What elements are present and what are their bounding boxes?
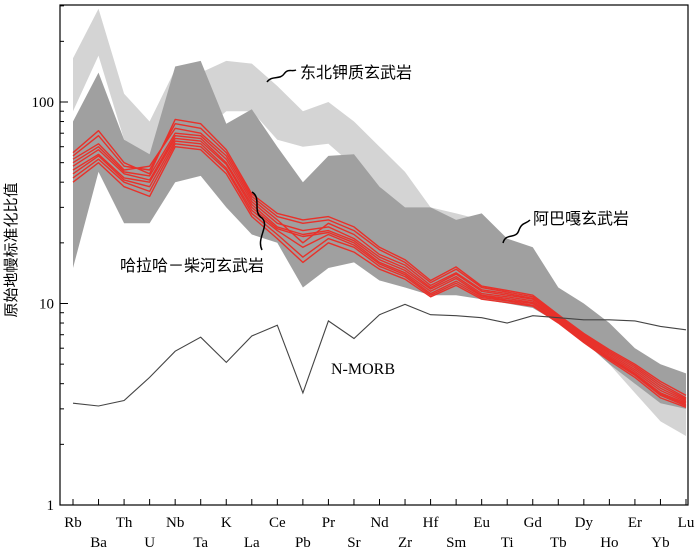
x-tick-label: Rb: [64, 515, 82, 531]
label-dongbei: 东北钾质玄武岩: [300, 63, 412, 82]
leader-halaha: [251, 191, 266, 251]
label-nmorb: N-MORB: [331, 361, 395, 378]
x-tick-label: Hf: [423, 515, 439, 531]
leader-abaga: [502, 219, 531, 244]
x-tick-label: Sr: [347, 535, 360, 550]
label-halaha: 哈拉哈－柴河玄武岩: [120, 256, 264, 275]
y-tick-label: 10: [39, 297, 54, 313]
x-tick-label: Lu: [678, 515, 695, 531]
leader-dongbei: [266, 69, 297, 83]
x-tick-label: U: [144, 535, 155, 550]
x-tick-label: La: [244, 535, 260, 550]
sample-line-8: [72, 135, 687, 403]
field-abaga: [73, 60, 686, 409]
x-tick-label: Yb: [651, 535, 669, 550]
x-tick-label: Eu: [473, 515, 490, 531]
y-tick-label: 100: [32, 95, 55, 111]
x-tick-label: K: [221, 515, 232, 531]
x-tick-label: Tb: [550, 535, 567, 550]
sample-line-1: [72, 132, 687, 402]
x-tick-label: Nb: [166, 515, 184, 531]
sample-line-5: [72, 127, 687, 400]
nmorb-line: [72, 303, 687, 407]
compositional-fields: [73, 8, 686, 437]
x-tick-label: Er: [628, 515, 642, 531]
sample-line-7: [72, 118, 687, 397]
x-tick-label: Ti: [501, 535, 514, 550]
sample-line-6: [72, 146, 687, 409]
x-tick-label: Zr: [398, 535, 412, 550]
y-axis-label: 原始地幔标准化比值: [2, 182, 20, 317]
y-tick-labels: 1 10 100: [32, 95, 55, 514]
x-tick-label: Pb: [295, 535, 311, 550]
x-tick-label: Th: [116, 515, 133, 531]
x-tick-label: Pr: [322, 515, 335, 531]
x-tick-label: Ba: [90, 535, 107, 550]
nmorb-line-group: [72, 303, 687, 407]
x-tick-label: Ce: [269, 515, 286, 531]
x-tick-label: Ta: [193, 535, 208, 550]
axes: [59, 4, 689, 506]
y-tick-label: 1: [47, 498, 55, 514]
sample-lines: [72, 118, 687, 409]
sample-line-3: [72, 123, 687, 399]
x-tick-label: Ho: [600, 535, 618, 550]
x-tick-label: Gd: [524, 515, 543, 531]
x-tick-label: Nd: [370, 515, 389, 531]
x-tick-label: Sm: [446, 535, 466, 550]
x-tick-labels: Rb Ba Th U Nb Ta K La Ce Pb Pr Sr Nd Zr Hf Sm Eu Ti Gd Tb Dy…: [64, 515, 695, 550]
plot-frame: [59, 4, 689, 506]
x-tick-label: Dy: [575, 515, 594, 531]
label-abaga: 阿巴嘎玄武岩: [533, 209, 629, 228]
sample-line-9: [72, 140, 687, 406]
